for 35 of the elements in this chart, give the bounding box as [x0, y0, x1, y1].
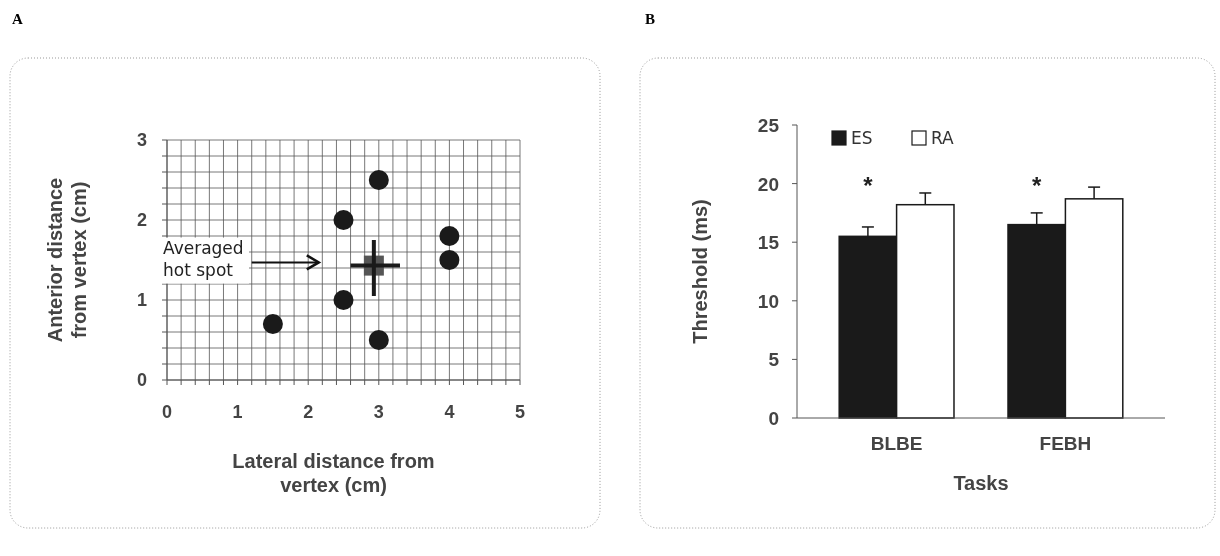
x-tick-label: BLBE [870, 433, 923, 454]
y-axis-title: Threshold (ms) [689, 199, 711, 344]
y-axis-title: Anterior distance from vertex (cm) [44, 177, 90, 343]
x-tick-label: 4 [444, 402, 455, 422]
point [368, 170, 389, 190]
y-tick-label: 0 [136, 370, 147, 390]
y-tick-label: 1 [136, 290, 147, 310]
text: B [645, 11, 656, 27]
legend-label: RA [931, 128, 955, 148]
point [439, 250, 460, 270]
y-tick-label: 15 [757, 232, 780, 254]
annotation: Averaged hot spot [163, 237, 244, 280]
y-tick-label: 3 [136, 130, 147, 150]
x-axis-title: Tasks [953, 472, 1009, 494]
x-axis-title: Lateral distance from vertex (cm) [232, 450, 435, 496]
y-tick-label: 5 [768, 349, 780, 371]
x-tick-label: FEBH [1039, 433, 1092, 454]
x-tick-label: 0 [161, 402, 173, 422]
point [333, 210, 354, 230]
annotation: * [863, 171, 874, 199]
x-tick-label: 1 [232, 402, 243, 422]
y-tick-label: 2 [136, 210, 147, 230]
point [439, 226, 460, 246]
annotation: * [1032, 171, 1043, 199]
point [368, 330, 389, 350]
y-tick-label: 25 [757, 115, 780, 136]
x-tick-label: 5 [514, 402, 526, 422]
point [333, 290, 354, 310]
y-tick-label: 20 [757, 173, 779, 195]
y-tick-label: 10 [757, 290, 779, 312]
legend-label: ES [851, 128, 873, 148]
text: A [12, 11, 23, 27]
x-tick-label: 3 [373, 402, 384, 422]
point [262, 314, 283, 334]
x-tick-label: 2 [303, 402, 314, 422]
